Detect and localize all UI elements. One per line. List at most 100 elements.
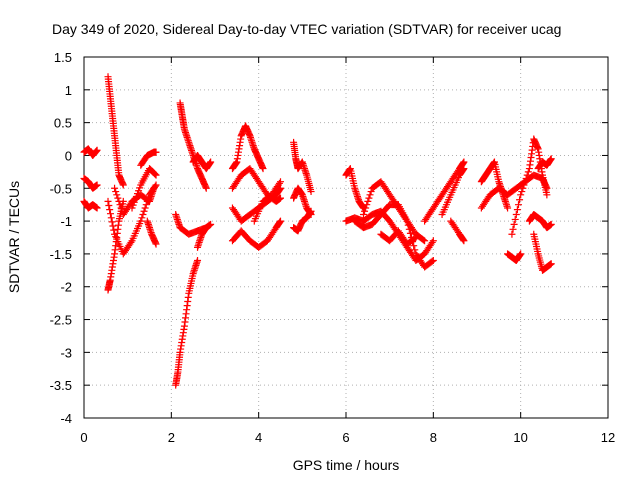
data-point	[113, 191, 121, 199]
data-point	[152, 240, 160, 248]
series-arc-21	[290, 138, 315, 196]
series-arc-15	[194, 220, 215, 251]
data-point	[117, 204, 125, 212]
data-point	[150, 170, 158, 178]
x-tick-label: 12	[601, 430, 615, 445]
data-point	[428, 257, 436, 265]
data-point	[524, 168, 532, 176]
grid-layer	[84, 57, 608, 418]
data-point	[93, 146, 101, 154]
data-point	[522, 174, 530, 182]
series-arc-33	[477, 171, 551, 212]
series-arc-13	[176, 99, 210, 192]
y-tick-label: 0	[65, 148, 72, 163]
data-point	[150, 184, 158, 192]
y-tick-label: -2.5	[50, 313, 72, 328]
data-point	[460, 158, 468, 166]
data-point	[517, 250, 525, 258]
data-point	[508, 230, 516, 238]
data-point	[111, 184, 119, 192]
data-point	[363, 201, 371, 209]
x-tick-label: 8	[430, 430, 437, 445]
data-point	[93, 204, 101, 212]
series-arc-24	[342, 165, 367, 212]
data-point	[406, 229, 414, 237]
data-point	[412, 234, 420, 241]
data-point	[114, 194, 122, 202]
data-point	[137, 217, 145, 225]
series-arc-30	[438, 165, 468, 219]
x-tick-label: 0	[80, 430, 87, 445]
series-arc-38	[534, 155, 555, 173]
chart-title: Day 349 of 2020, Sidereal Day-to-day VTE…	[52, 21, 561, 37]
data-point	[519, 184, 527, 192]
data-point	[512, 211, 520, 219]
data-point	[521, 178, 529, 186]
x-axis-label: GPS time / hours	[293, 457, 400, 473]
series-arc-26	[359, 178, 429, 245]
data-point	[410, 242, 418, 250]
data-point	[307, 188, 315, 196]
tick-label-layer: 0 2 4 6 8 10 12 -4 -3.5 -3 -2.5 -2 -1.5 -1 -0.5 0 0.5 1 1.…	[50, 50, 616, 445]
data-point	[404, 221, 412, 229]
y-tick-label: 1	[65, 83, 72, 98]
data-point	[105, 202, 113, 210]
series-arc-19	[228, 217, 284, 251]
series-arc-08	[128, 165, 160, 212]
data-point	[109, 222, 117, 230]
data-point	[93, 181, 101, 189]
y-tick-label: -2	[60, 280, 72, 295]
data-point	[106, 210, 114, 218]
data-point	[106, 206, 114, 214]
data-point	[543, 191, 551, 199]
data-point	[523, 171, 531, 179]
data-point-layer	[80, 73, 555, 389]
data-point	[277, 178, 284, 186]
data-point	[112, 188, 120, 196]
series-arc-14	[189, 151, 215, 173]
series-arc-01	[80, 145, 101, 159]
series-arc-37	[525, 211, 555, 232]
y-tick-label: -0.5	[50, 181, 72, 196]
series-arc-35	[504, 250, 525, 264]
y-tick-label: -1.5	[50, 247, 72, 262]
series-arc-10	[143, 217, 160, 248]
tick-layer	[83, 56, 609, 419]
series-arc-09	[137, 148, 160, 169]
data-point	[421, 237, 429, 245]
series-arc-11	[172, 256, 202, 389]
data-point	[509, 225, 517, 233]
data-point	[207, 220, 215, 228]
data-point	[277, 217, 284, 225]
data-point	[108, 218, 116, 226]
data-point	[517, 191, 525, 199]
series-arc-28	[377, 227, 420, 248]
data-point	[460, 165, 468, 173]
y-tick-label: -3.5	[50, 378, 72, 393]
data-point	[207, 158, 215, 166]
data-point	[139, 211, 147, 219]
data-point	[366, 191, 374, 199]
data-point	[547, 155, 555, 163]
data-point	[152, 148, 160, 156]
data-point	[275, 179, 283, 187]
data-point	[514, 201, 522, 209]
data-point	[115, 197, 123, 205]
y-tick-label: 1.5	[54, 50, 72, 65]
series-arc-34	[508, 135, 551, 238]
data-point	[510, 220, 518, 228]
series-arc-31	[447, 217, 468, 245]
data-point	[116, 201, 124, 209]
data-point	[405, 225, 413, 233]
data-point	[513, 206, 521, 214]
data-point	[107, 214, 115, 222]
data-point	[152, 171, 160, 179]
data-point	[104, 197, 112, 205]
data-point	[110, 226, 118, 234]
y-tick-label: -4	[60, 411, 72, 426]
x-tick-label: 6	[342, 430, 349, 445]
series-arc-02	[80, 174, 101, 192]
data-point	[259, 165, 267, 173]
